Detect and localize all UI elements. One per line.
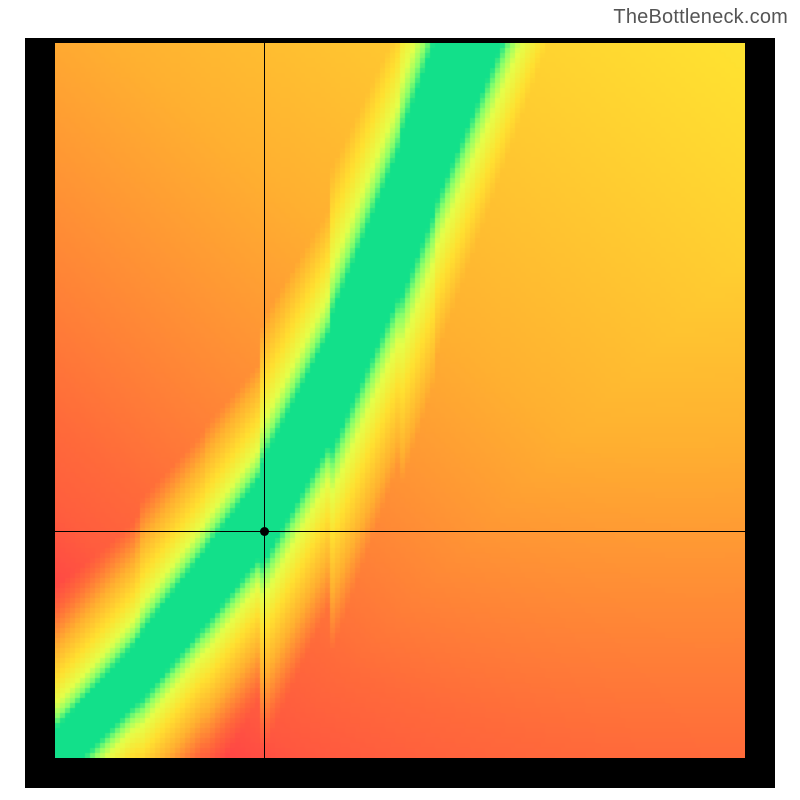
heatmap-canvas <box>55 43 745 758</box>
crosshair-vertical <box>264 43 265 758</box>
marker-dot <box>260 527 269 536</box>
crosshair-horizontal <box>55 531 745 532</box>
attribution-text: TheBottleneck.com <box>613 6 788 29</box>
plot-frame <box>25 38 775 788</box>
plot-area <box>55 43 745 758</box>
page-root: TheBottleneck.com <box>0 0 800 800</box>
